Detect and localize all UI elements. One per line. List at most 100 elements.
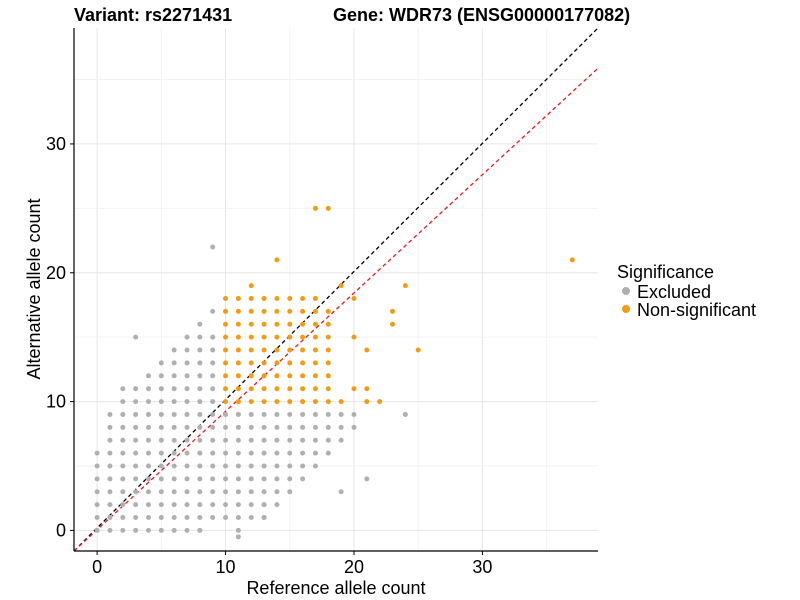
legend-key-excluded: [622, 287, 630, 295]
point-excluded: [261, 463, 267, 469]
point-excluded: [248, 489, 254, 495]
point-excluded: [171, 527, 177, 533]
point-excluded: [184, 463, 190, 469]
point-excluded: [94, 476, 100, 482]
point-non-significant: [312, 205, 318, 211]
point-excluded: [248, 502, 254, 508]
point-excluded: [133, 502, 139, 508]
point-excluded: [325, 411, 331, 417]
point-non-significant: [300, 360, 306, 366]
point-non-significant: [223, 321, 229, 327]
point-excluded: [248, 450, 254, 456]
point-non-significant: [248, 386, 254, 392]
point-excluded: [145, 437, 151, 443]
point-non-significant: [223, 360, 229, 366]
point-non-significant: [325, 373, 331, 379]
point-excluded: [210, 308, 216, 314]
point-excluded: [261, 437, 267, 443]
point-excluded: [171, 411, 177, 417]
point-non-significant: [274, 360, 280, 366]
y-axis-title: Alternative allele count: [24, 198, 44, 379]
point-excluded: [171, 476, 177, 482]
y-tick-label: 10: [46, 392, 66, 412]
point-excluded: [107, 424, 113, 430]
point-excluded: [158, 527, 164, 533]
point-excluded: [158, 360, 164, 366]
point-excluded: [158, 411, 164, 417]
point-excluded: [184, 373, 190, 379]
point-excluded: [210, 411, 216, 417]
point-excluded: [210, 399, 216, 405]
point-non-significant: [338, 283, 344, 289]
point-excluded: [235, 534, 241, 540]
point-excluded: [145, 424, 151, 430]
point-excluded: [261, 515, 267, 521]
point-excluded: [197, 502, 203, 508]
point-excluded: [235, 411, 241, 417]
point-excluded: [235, 424, 241, 430]
point-excluded: [107, 437, 113, 443]
point-excluded: [184, 476, 190, 482]
point-excluded: [107, 489, 113, 495]
point-excluded: [197, 424, 203, 430]
point-excluded: [338, 411, 344, 417]
point-excluded: [364, 476, 370, 482]
point-excluded: [210, 437, 216, 443]
point-excluded: [197, 321, 203, 327]
point-excluded: [94, 502, 100, 508]
point-excluded: [351, 411, 357, 417]
point-non-significant: [235, 347, 241, 353]
point-excluded: [300, 437, 306, 443]
point-non-significant: [261, 308, 267, 314]
point-excluded: [184, 489, 190, 495]
point-non-significant: [338, 399, 344, 405]
point-excluded: [145, 399, 151, 405]
point-excluded: [235, 450, 241, 456]
point-excluded: [158, 476, 164, 482]
point-excluded: [261, 411, 267, 417]
point-excluded: [171, 463, 177, 469]
point-excluded: [197, 386, 203, 392]
point-non-significant: [287, 360, 293, 366]
point-excluded: [197, 527, 203, 533]
point-excluded: [184, 347, 190, 353]
point-non-significant: [235, 399, 241, 405]
point-excluded: [274, 502, 280, 508]
point-excluded: [171, 502, 177, 508]
point-non-significant: [312, 347, 318, 353]
point-excluded: [300, 424, 306, 430]
point-non-significant: [248, 308, 254, 314]
point-excluded: [184, 334, 190, 340]
point-non-significant: [312, 399, 318, 405]
point-excluded: [133, 476, 139, 482]
point-excluded: [274, 411, 280, 417]
point-excluded: [235, 463, 241, 469]
point-non-significant: [325, 386, 331, 392]
point-excluded: [94, 463, 100, 469]
point-excluded: [133, 411, 139, 417]
point-excluded: [312, 411, 318, 417]
point-excluded: [235, 502, 241, 508]
point-non-significant: [312, 386, 318, 392]
point-non-significant: [312, 360, 318, 366]
point-excluded: [197, 347, 203, 353]
point-excluded: [94, 489, 100, 495]
point-excluded: [300, 411, 306, 417]
point-excluded: [145, 489, 151, 495]
point-excluded: [261, 424, 267, 430]
point-non-significant: [569, 257, 575, 263]
point-excluded: [248, 411, 254, 417]
point-non-significant: [364, 399, 370, 405]
title-gene: Gene: WDR73 (ENSG00000177082): [333, 5, 630, 25]
point-excluded: [184, 502, 190, 508]
point-excluded: [145, 373, 151, 379]
point-excluded: [312, 437, 318, 443]
point-excluded: [287, 450, 293, 456]
point-excluded: [210, 424, 216, 430]
x-tick-label: 20: [344, 557, 364, 577]
point-non-significant: [325, 399, 331, 405]
point-non-significant: [261, 360, 267, 366]
point-non-significant: [274, 296, 280, 302]
point-non-significant: [287, 373, 293, 379]
point-non-significant: [312, 308, 318, 314]
